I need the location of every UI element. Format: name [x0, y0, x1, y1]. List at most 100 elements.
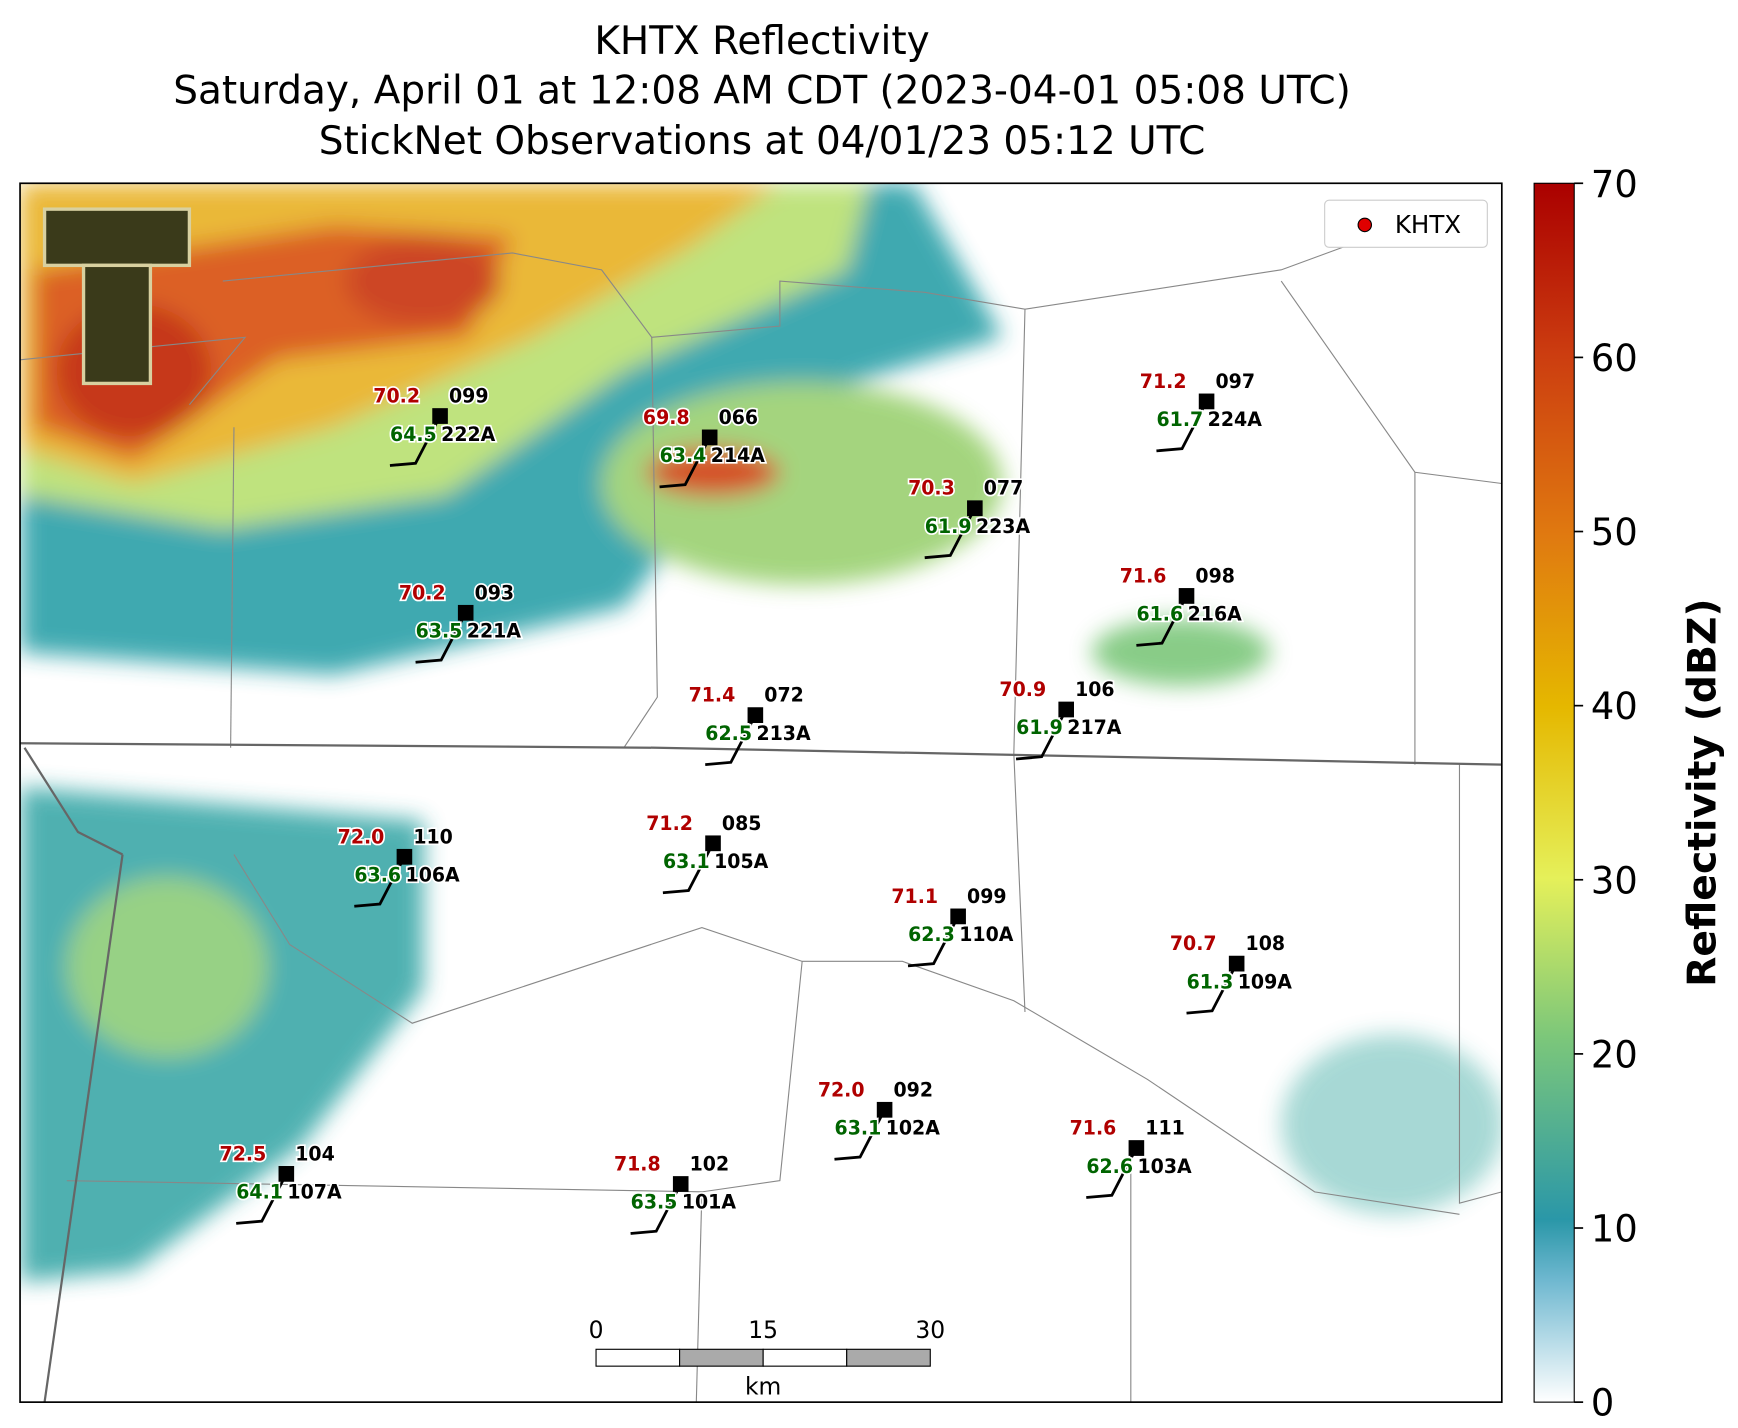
station-marker [876, 1101, 893, 1118]
station-marker [1178, 588, 1195, 604]
dewpoint: 63.6 [354, 864, 401, 886]
wind-direction: 097 [1215, 371, 1255, 393]
tick-label: 0 [1591, 1381, 1614, 1424]
station-marker [457, 604, 474, 621]
dewpoint: 62.3 [908, 924, 955, 946]
dewpoint: 63.4 [660, 445, 707, 467]
station-marker [967, 500, 983, 517]
wind-direction: 098 [1195, 565, 1235, 587]
wind-barb [630, 1183, 682, 1235]
tick-label: 20 [1591, 1033, 1638, 1076]
wind-direction: 102 [690, 1153, 730, 1175]
station-id: 101A [682, 1192, 736, 1214]
dewpoint: 63.5 [416, 620, 463, 642]
wind-direction: 110 [413, 826, 453, 848]
scale-unit: km [745, 1372, 781, 1400]
station-id: 106A [406, 864, 460, 886]
station-id: 103A [1137, 1156, 1191, 1178]
wind-direction: 085 [722, 813, 762, 835]
colorbar-axis: 0 10 20 30 40 50 60 70 [1574, 163, 1638, 1425]
state-lines [20, 742, 1502, 1403]
station-id: 223A [976, 516, 1030, 538]
tick-label: 40 [1591, 685, 1638, 728]
wind-barb [354, 856, 406, 908]
station-marker [672, 1176, 689, 1192]
dewpoint: 61.6 [1136, 604, 1183, 626]
dewpoint: 62.6 [1086, 1156, 1133, 1178]
wind-direction: 099 [449, 385, 489, 407]
scale-label: 30 [915, 1316, 945, 1344]
temperature: 70.3 [908, 478, 955, 500]
title: KHTX Reflectivity [594, 19, 929, 64]
dewpoint: 62.5 [705, 723, 752, 745]
tick-label: 60 [1591, 337, 1638, 380]
dewpoint: 63.5 [631, 1192, 678, 1214]
temperature: 70.7 [1170, 933, 1217, 955]
station-marker [278, 1166, 295, 1182]
station-marker [1198, 393, 1215, 410]
temperature: 71.1 [891, 886, 938, 908]
dewpoint: 61.9 [1016, 717, 1063, 739]
station-marker [432, 408, 448, 424]
temperature: 72.0 [338, 826, 385, 848]
station-marker [747, 707, 764, 723]
wind-direction: 106 [1075, 679, 1115, 701]
wind-direction: 072 [764, 685, 804, 707]
subtitle: StickNet Observations at 04/01/23 05:12 … [319, 119, 1206, 164]
station-id: 214A [711, 445, 765, 467]
wind-barb [1186, 962, 1238, 1015]
tick-label: 70 [1591, 163, 1638, 206]
temperature: 71.2 [1140, 371, 1187, 393]
scale-label: 15 [748, 1316, 778, 1344]
scale-bar: 0 15 30 km [589, 1316, 946, 1400]
wind-barb [924, 507, 977, 560]
colorbar [1533, 182, 1575, 1403]
wind-barb [1156, 400, 1208, 453]
dewpoint: 64.5 [390, 424, 437, 446]
radar [20, 183, 1502, 1282]
tick-label: 50 [1591, 511, 1638, 554]
temperature: 72.0 [818, 1079, 865, 1101]
wind-direction: 104 [295, 1143, 335, 1165]
temperature: 71.4 [689, 685, 736, 707]
station-marker [705, 835, 721, 852]
station-id: 217A [1067, 717, 1121, 739]
wind-barb [659, 436, 711, 489]
wind-direction: 093 [475, 582, 515, 604]
wind-barb [662, 842, 715, 895]
legend-label: KHTX [1395, 210, 1461, 239]
station-marker [1058, 701, 1074, 718]
logo [42, 207, 192, 386]
wind-barb [834, 1109, 886, 1161]
wind-barb [1086, 1147, 1138, 1199]
wind-barb [415, 612, 467, 664]
county-lines [19, 224, 1502, 1403]
tick-label: 10 [1591, 1207, 1638, 1250]
station-id: 216A [1188, 604, 1242, 626]
station-id: 107A [287, 1182, 341, 1204]
temperature: 70.9 [999, 679, 1046, 701]
dewpoint: 61.3 [1187, 971, 1234, 993]
wind-barb [907, 915, 960, 968]
station-marker [1228, 955, 1245, 972]
tick-label: 30 [1591, 859, 1638, 902]
station-id: 222A [441, 424, 495, 446]
wind-direction: 108 [1246, 933, 1286, 955]
wind-direction: 111 [1145, 1117, 1185, 1139]
station-marker [950, 908, 966, 925]
wind-direction: 066 [719, 407, 759, 429]
station-marker [701, 429, 718, 446]
station-id: 221A [467, 620, 521, 642]
temperature: 72.5 [220, 1143, 267, 1165]
temperature: 69.8 [643, 407, 690, 429]
station-id: 105A [714, 851, 768, 873]
temperature: 71.2 [646, 813, 693, 835]
subtitle: Saturday, April 01 at 12:08 AM CDT (2023… [173, 68, 1351, 113]
wind-direction: 077 [984, 478, 1024, 500]
legend: KHTX [1324, 199, 1488, 248]
wind-direction: 092 [894, 1079, 934, 1101]
station-marker [1128, 1140, 1145, 1156]
station-id: 102A [886, 1117, 940, 1139]
colorbar-label: Reflectivity (dBZ) [1681, 599, 1726, 987]
